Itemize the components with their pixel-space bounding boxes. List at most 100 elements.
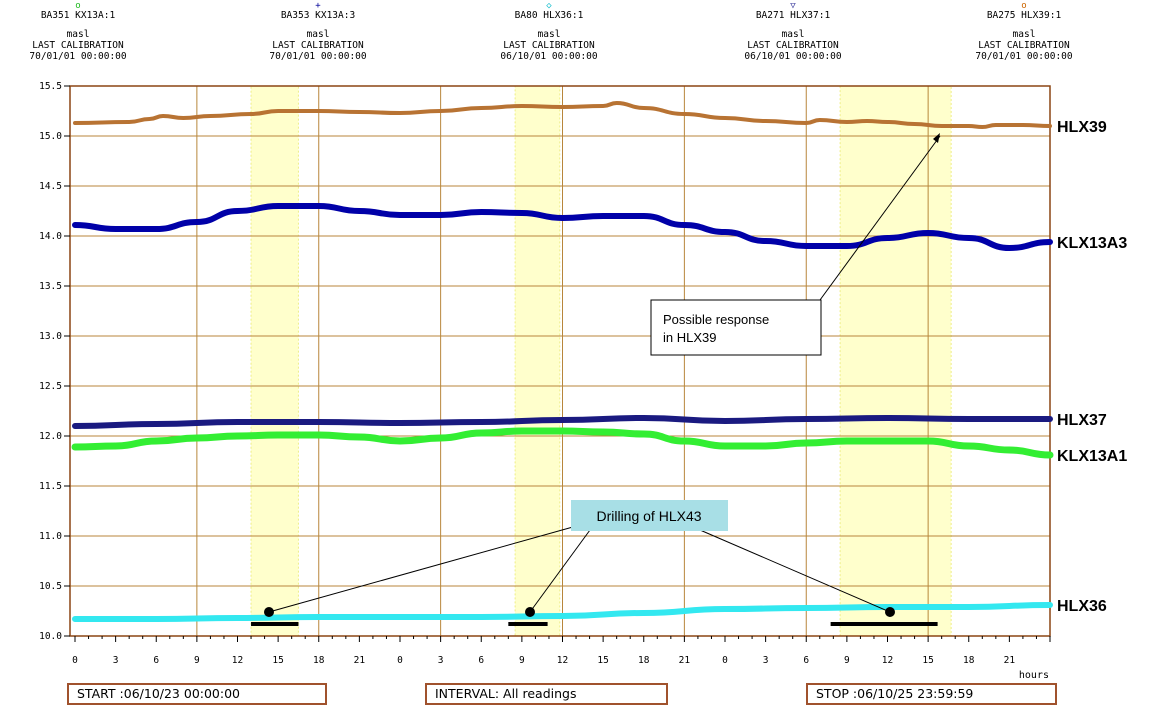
x-tick-label: 18	[313, 655, 325, 666]
header-unit: masl	[1012, 29, 1036, 40]
shaded-region-0	[250, 85, 299, 637]
x-tick-label: 6	[478, 655, 484, 666]
y-tick-label: 13.5	[39, 281, 62, 292]
plot-border	[69, 85, 1051, 637]
series-header-0: o BA351 KX13A:1 masl LAST CALIBRATION 70/01/…	[3, 1, 153, 63]
header-name: BA275 HLX39:1	[986, 10, 1062, 21]
y-tick-label: 14.0	[39, 231, 62, 242]
header-cal-date: 70/01/01 00:00:00	[269, 51, 367, 62]
response-callout-line-0: Possible response	[663, 312, 769, 327]
y-tick-label: 14.5	[39, 181, 62, 192]
series-line-klx13a1	[71, 427, 1054, 459]
drilling-pointer-0	[268, 524, 581, 613]
x-tick-label: 15	[597, 655, 608, 666]
response-callout-line-1: in HLX39	[663, 330, 716, 345]
x-tick-label: 12	[882, 655, 893, 666]
series-header-3: ▽ BA271 HLX37:1 masl LAST CALIBRATION 06/10/…	[718, 1, 868, 63]
x-tick-label: 18	[963, 655, 975, 666]
header-cal-date: 06/10/01 00:00:00	[500, 51, 598, 62]
x-tick-label: 12	[232, 655, 243, 666]
header-unit: masl	[537, 29, 561, 40]
response-pointer	[819, 135, 941, 301]
start-label: START :06/10/23 00:00:00	[77, 686, 241, 701]
x-tick-label: 12	[557, 655, 568, 666]
header-symbol: ▽	[790, 1, 796, 11]
series-label-hlx37: HLX37	[1057, 412, 1107, 429]
x-tick-label: 9	[194, 655, 200, 666]
header-cal-date: 06/10/01 00:00:00	[744, 51, 842, 62]
header-symbol: ◇	[546, 1, 552, 11]
series-label-hlx36: HLX36	[1057, 598, 1107, 615]
series-label-klx13a3: KLX13A3	[1057, 235, 1127, 252]
x-tick-label: 15	[922, 655, 933, 666]
y-tick-label: 12.5	[39, 381, 62, 392]
header-symbol: o	[75, 1, 81, 11]
series-line-klx13a3	[72, 203, 1053, 252]
x-tick-label: 3	[438, 655, 444, 666]
stop-box: STOP :06/10/25 23:59:59	[806, 683, 1057, 705]
x-tick-label: 0	[722, 655, 728, 666]
header-name: BA271 HLX37:1	[755, 10, 831, 21]
x-tick-label: 9	[844, 655, 850, 666]
drilling-point-0	[264, 607, 274, 617]
x-tick-label: 0	[72, 655, 78, 666]
header-cal-label: LAST CALIBRATION	[503, 40, 595, 51]
x-tick-label: 21	[679, 655, 691, 666]
response-callout-box	[650, 299, 822, 356]
header-name: BA353 KX13A:3	[280, 10, 356, 21]
start-box: START :06/10/23 00:00:00	[67, 683, 327, 705]
y-tick-label: 12.0	[39, 431, 62, 442]
x-tick-label: 6	[803, 655, 809, 666]
response-arrowhead	[933, 133, 940, 143]
stop-label: STOP :06/10/25 23:59:59	[816, 686, 974, 701]
header-unit: masl	[306, 29, 330, 40]
shaded-region-2	[839, 85, 952, 637]
drilling-callout-text: Drilling of HLX43	[596, 508, 701, 524]
series-header-2: ◇ BA80 HLX36:1 masl LAST CALIBRATION 06/10/0…	[474, 1, 624, 63]
x-tick-label: 21	[354, 655, 366, 666]
header-name: BA351 KX13A:1	[40, 10, 116, 21]
header-name: BA80 HLX36:1	[514, 10, 584, 21]
y-tick-label: 10.5	[39, 581, 62, 592]
series-line-hlx39	[73, 100, 1052, 130]
header-cal-date: 70/01/01 00:00:00	[29, 51, 127, 62]
header-symbol: +	[315, 1, 321, 11]
x-tick-label: 15	[272, 655, 283, 666]
header-cal-label: LAST CALIBRATION	[32, 40, 124, 51]
header-cal-date: 70/01/01 00:00:00	[975, 51, 1073, 62]
series-header-4: o BA275 HLX39:1 masl LAST CALIBRATION 70/01/…	[949, 1, 1099, 63]
series-line-hlx37	[72, 414, 1053, 429]
drilling-pointer-1	[529, 529, 591, 613]
drilling-point-1	[525, 607, 535, 617]
series-header-1: + BA353 KX13A:3 masl LAST CALIBRATION 70/01/…	[243, 1, 393, 63]
x-unit-label: hours	[1019, 670, 1049, 681]
drilling-callout-box	[571, 500, 728, 531]
drilling-pointer-2	[699, 529, 891, 613]
header-unit: masl	[66, 29, 90, 40]
header-cal-label: LAST CALIBRATION	[978, 40, 1070, 51]
shaded-region-1	[514, 85, 561, 637]
y-tick-label: 13.0	[39, 331, 62, 342]
x-tick-label: 21	[1004, 655, 1016, 666]
y-tick-label: 10.0	[39, 631, 62, 642]
series-label-klx13a1: KLX13A1	[1057, 448, 1127, 465]
interval-label: INTERVAL: All readings	[435, 686, 577, 701]
x-tick-label: 0	[397, 655, 403, 666]
drilling-point-2	[885, 607, 895, 617]
header-cal-label: LAST CALIBRATION	[272, 40, 364, 51]
x-tick-label: 3	[763, 655, 769, 666]
header-cal-label: LAST CALIBRATION	[747, 40, 839, 51]
y-tick-label: 11.0	[39, 531, 62, 542]
y-tick-label: 15.5	[39, 81, 62, 92]
x-tick-label: 9	[519, 655, 525, 666]
x-tick-label: 6	[153, 655, 159, 666]
series-line-hlx36	[72, 602, 1053, 623]
interval-box: INTERVAL: All readings	[425, 683, 668, 705]
x-tick-label: 18	[638, 655, 650, 666]
header-unit: masl	[781, 29, 805, 40]
y-tick-label: 15.0	[39, 131, 62, 142]
y-tick-label: 11.5	[39, 481, 62, 492]
series-label-hlx39: HLX39	[1057, 119, 1107, 136]
header-symbol: o	[1021, 1, 1027, 11]
